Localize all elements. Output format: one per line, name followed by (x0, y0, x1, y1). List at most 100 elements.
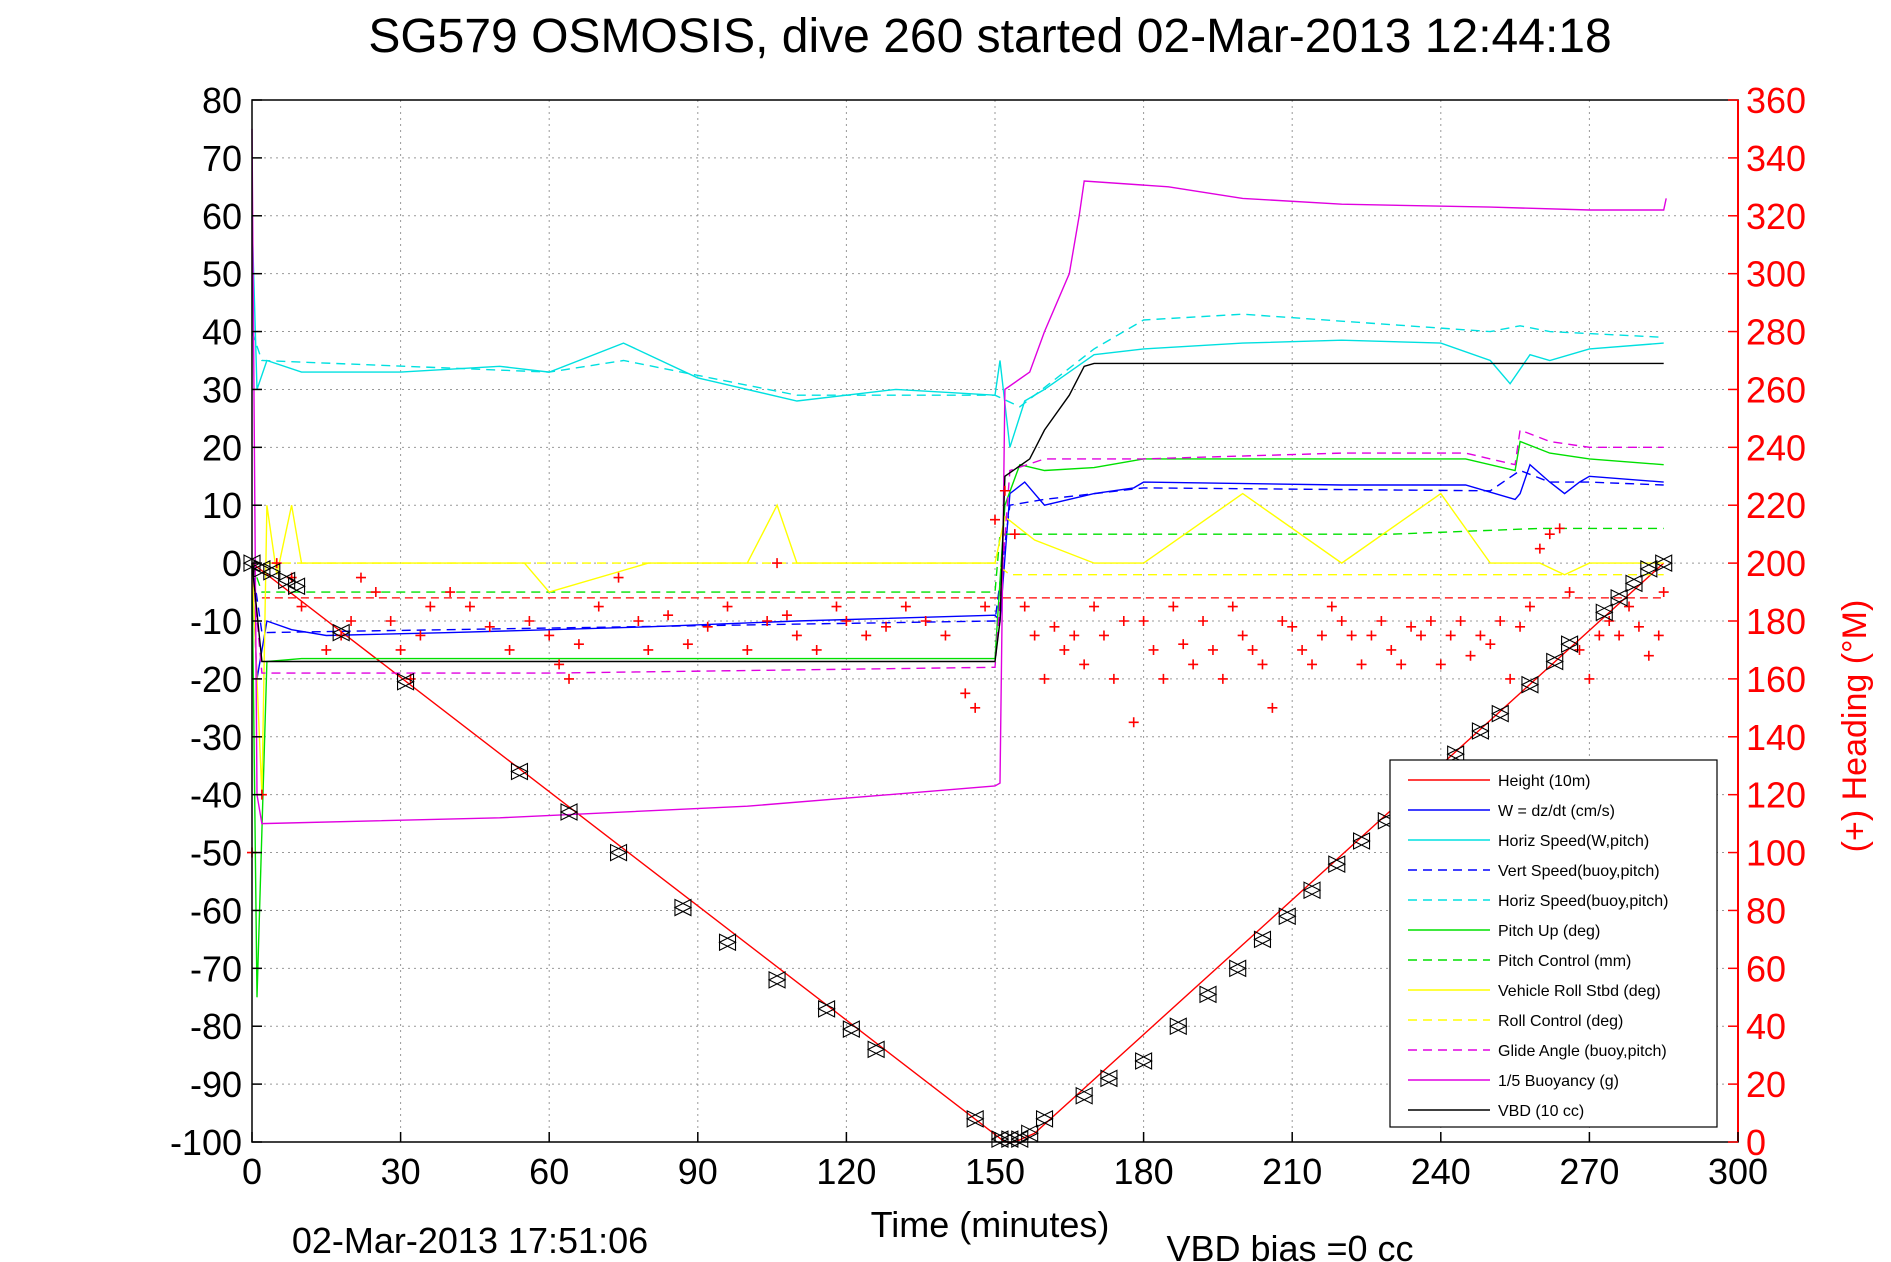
height-marker-right (1471, 722, 1490, 740)
y-tick-label: 70 (202, 138, 242, 179)
heading-point (1207, 644, 1218, 655)
y2-tick-label: 160 (1746, 659, 1806, 700)
heading-point (1554, 523, 1565, 534)
x-axis-label: Time (minutes) (871, 1204, 1110, 1245)
height-marker-right (674, 898, 693, 917)
series-line-4 (251, 313, 1664, 408)
y-tick-label: -100 (170, 1122, 242, 1163)
height-marker-right (718, 933, 737, 952)
heading-point (1108, 673, 1119, 684)
y2-tick-label: 240 (1746, 427, 1806, 468)
heading-point (425, 601, 436, 612)
heading-point (1515, 621, 1526, 632)
series-line-10 (251, 128, 1667, 825)
heading-point (1227, 601, 1238, 612)
heading-point (772, 558, 783, 569)
x-tick-label: 90 (678, 1151, 718, 1192)
heading-point (1138, 616, 1149, 626)
height-marker-left (990, 1130, 1009, 1148)
height-marker-left (287, 577, 306, 596)
heading-point (1534, 543, 1545, 554)
x-tick-label: 60 (529, 1151, 569, 1192)
heading-point (1267, 702, 1278, 713)
legend-entry-label: Glide Angle (buoy,pitch) (1498, 1043, 1667, 1060)
height-marker-left (1560, 635, 1579, 654)
heading-point (1098, 630, 1109, 641)
heading-point (1079, 659, 1090, 670)
heading-point (321, 644, 332, 655)
legend-entry-label: VBD (10 cc) (1498, 1103, 1584, 1120)
height-marker-left (1471, 722, 1489, 740)
heading-point (1584, 673, 1595, 684)
height-marker-left (1654, 554, 1673, 573)
heading-point (663, 610, 674, 621)
heading-point (1346, 630, 1357, 641)
height-marker-right (1253, 930, 1272, 949)
height-marker-left (1595, 603, 1613, 622)
height-marker-left (559, 803, 578, 821)
height-marker-left (1198, 985, 1217, 1004)
series-line-7 (251, 492, 1664, 795)
height-marker-left (331, 623, 350, 642)
height-marker-left (1228, 959, 1247, 978)
height-marker-left (1134, 1052, 1153, 1070)
heading-point (1237, 630, 1248, 641)
axis-ticks: 0 30 60 90 120 150 180 210 240 270 300807060504030… (170, 80, 1806, 1192)
height-marker-left (1446, 745, 1465, 764)
heading-point (1247, 644, 1258, 655)
heading-point (1009, 529, 1020, 540)
heading-point (1485, 639, 1496, 650)
height-marker-left (1520, 675, 1539, 694)
heading-point (1297, 644, 1308, 655)
heading-point (1445, 630, 1456, 641)
x-tick-label: 120 (816, 1151, 876, 1192)
heading-point (1455, 616, 1466, 626)
heading-point (999, 485, 1010, 496)
heading-point (1128, 717, 1139, 728)
heading-point (881, 621, 892, 632)
heading-point (554, 659, 565, 670)
height-marker-left (1639, 560, 1658, 578)
legend-entry-label: W = dz/dt (cm/s) (1498, 803, 1615, 820)
heading-point (781, 610, 792, 621)
height-marker-right (1353, 832, 1371, 850)
y2-axis-label: (+) Heading (°M) (1836, 600, 1874, 853)
heading-point (1406, 621, 1417, 632)
height-marker-left (767, 971, 786, 989)
heading-point (1465, 650, 1476, 661)
series-line-2 (251, 215, 1664, 448)
heading-point (1564, 587, 1575, 598)
heading-point (722, 601, 733, 612)
heading-point (593, 601, 604, 612)
y-tick-label: 40 (202, 312, 242, 353)
chart-title: SG579 OSMOSIS, dive 260 started 02-Mar-2… (368, 10, 1611, 63)
heading-point (1425, 616, 1436, 626)
heading-point (395, 644, 406, 655)
height-marker-right (1303, 881, 1322, 900)
heading-point (1574, 644, 1585, 655)
heading-point (1633, 621, 1644, 632)
heading-point (900, 601, 911, 612)
heading-point (970, 702, 981, 713)
heading-point (1069, 630, 1080, 641)
height-marker-right (1278, 907, 1297, 926)
heading-point (1029, 630, 1040, 641)
heading-point (1376, 616, 1387, 626)
heading-point (1524, 601, 1535, 612)
y2-tick-label: 20 (1746, 1064, 1786, 1105)
x-tick-label: 180 (1114, 1151, 1174, 1192)
y-tick-label: 50 (202, 254, 242, 295)
heading-point (1544, 529, 1555, 540)
heading-point (791, 630, 802, 641)
heading-point (484, 621, 495, 632)
y2-tick-label: 200 (1746, 543, 1806, 584)
heading-point (1316, 630, 1327, 641)
y2-tick-label: 140 (1746, 717, 1806, 758)
y2-tick-label: 260 (1746, 369, 1806, 410)
heading-point (1168, 601, 1179, 612)
height-marker-left (1545, 652, 1564, 671)
height-marker-right (1625, 574, 1644, 593)
heading-point (682, 639, 693, 650)
y2-tick-label: 300 (1746, 254, 1806, 295)
y-tick-label: -80 (190, 1006, 242, 1047)
